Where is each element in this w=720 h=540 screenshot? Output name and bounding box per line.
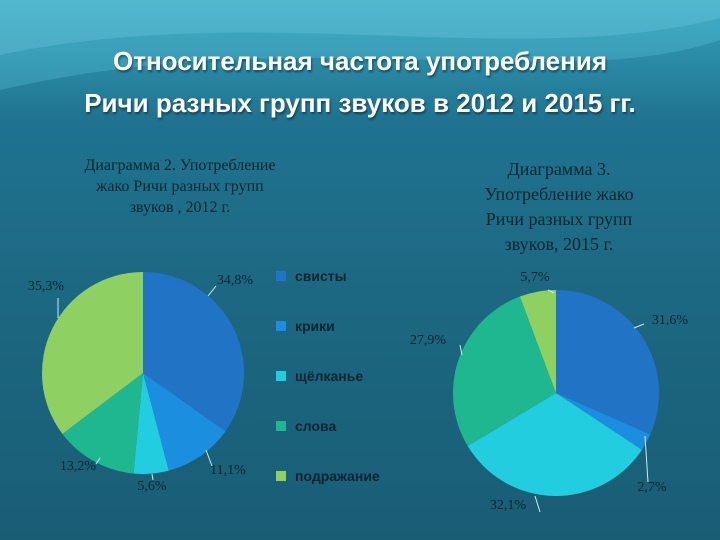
leader-line: [151, 473, 154, 481]
pie-slice: [467, 393, 642, 496]
legend-swatch: [276, 421, 286, 431]
data-label: 35,3%: [28, 279, 65, 294]
legend-item: щёлканье: [276, 366, 363, 386]
data-label: 32,1%: [490, 498, 527, 513]
pie-slice: [42, 272, 143, 434]
leader-line: [534, 495, 541, 513]
leader-line: [459, 344, 463, 356]
data-label: 13,2%: [60, 459, 97, 474]
data-label: 11,1%: [210, 463, 246, 478]
leader-line: [633, 323, 645, 329]
legend-swatch: [276, 271, 286, 281]
legend-item: слова: [276, 416, 336, 436]
legend-label: свисты: [295, 268, 347, 284]
legend-swatch: [276, 321, 286, 331]
chart-1-title: Диаграмма 2. Употребление жако Ричи разн…: [50, 155, 310, 218]
leader-line: [207, 285, 217, 297]
page-title-line-2: Ричи разных групп звуков в 2012 и 2015 г…: [84, 88, 636, 118]
pie-slice: [519, 290, 556, 393]
data-label: 27,9%: [410, 333, 447, 348]
leader-line: [205, 449, 213, 467]
legend-swatch: [276, 371, 286, 381]
leader-line: [644, 435, 649, 483]
legend-label: слова: [295, 418, 337, 434]
pie-slice: [143, 373, 226, 471]
legend-label: крики: [295, 318, 335, 334]
chart-2-title-line: Употребление жако: [484, 184, 634, 204]
pie-slice: [556, 393, 651, 450]
data-label: 5,6%: [137, 479, 167, 494]
legend-label: подражание: [295, 468, 380, 484]
chart-2-title: Диаграмма 3. Употребление жако Ричи разн…: [428, 157, 690, 257]
data-label: 5,7%: [520, 270, 550, 285]
legend-label: щёлканье: [295, 368, 364, 384]
data-label: 2,7%: [637, 480, 667, 495]
leader-line: [95, 457, 101, 465]
data-label: 34,8%: [217, 273, 254, 288]
legend-item: подражание: [276, 466, 380, 486]
legend-swatch: [276, 471, 286, 481]
chart-1-title-line: звуков , 2012 г.: [129, 199, 231, 216]
chart-2-title-line: Ричи разных групп: [485, 209, 633, 229]
chart-2-title-line: Диаграмма 3.: [507, 159, 611, 179]
leader-line: [547, 289, 555, 294]
pie-slice: [452, 296, 556, 446]
pie-slice: [556, 290, 659, 435]
page-title-line-1: Относительная частота употребления: [113, 46, 607, 76]
chart-1-title-line: Диаграмма 2. Употребление: [84, 157, 276, 174]
background-wave: [0, 0, 720, 90]
pie-slice: [143, 272, 244, 432]
chart-2-title-line: звуков, 2015 г.: [504, 234, 614, 254]
pie-slice: [62, 373, 143, 474]
legend-item: крики: [276, 316, 335, 336]
legend-item: свисты: [276, 266, 347, 286]
pie-slice: [133, 373, 169, 474]
chart-1-title-line: жако Ричи разных групп: [96, 178, 264, 195]
data-label: 31,6%: [652, 313, 689, 328]
page-title: Относительная частота употребления Ричи …: [0, 40, 720, 124]
